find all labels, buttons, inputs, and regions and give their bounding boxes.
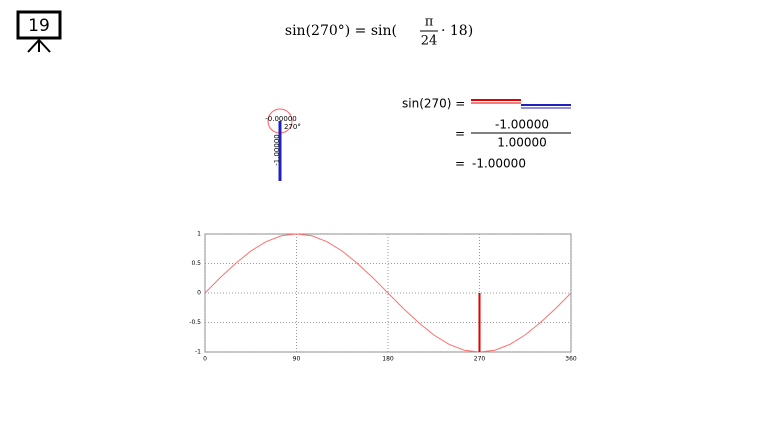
x-tick-label: 180 bbox=[382, 356, 394, 363]
formula-rest: · 18) bbox=[441, 23, 473, 39]
x-tick-label: 0 bbox=[203, 356, 207, 363]
badge-leg bbox=[27, 39, 40, 53]
x-tick-label: 360 bbox=[565, 356, 577, 363]
y-tick-label: -0.5 bbox=[189, 319, 201, 326]
x-tick-label: 270 bbox=[474, 356, 486, 363]
formula-denominator: 24 bbox=[421, 34, 438, 49]
eq-denominator: 1.00000 bbox=[497, 136, 547, 150]
badge-number: 19 bbox=[28, 16, 50, 36]
equals: = bbox=[455, 127, 465, 141]
cos-label: -0.00000 bbox=[265, 115, 296, 123]
x-tick-label: 90 bbox=[293, 356, 301, 363]
sine-curve bbox=[204, 233, 572, 353]
angle-label: 270° bbox=[284, 123, 301, 131]
formula-numerator: π bbox=[425, 15, 434, 30]
y-tick-label: -1 bbox=[195, 349, 201, 356]
equation-lhs: sin(270) = bbox=[402, 97, 465, 111]
eq-numerator: -1.00000 bbox=[495, 118, 549, 132]
sin-label: -1.00000 bbox=[273, 134, 281, 165]
sine-chart: -1 -0.5 0 0.5 1 0 90 180 270 360 bbox=[189, 231, 577, 363]
formula-lhs: sin(270°) = sin( bbox=[285, 23, 397, 39]
y-tick-label: 0 bbox=[197, 290, 201, 297]
y-tick-label: 0.5 bbox=[191, 260, 201, 267]
y-tick-label: 1 bbox=[197, 231, 201, 238]
equals: = bbox=[455, 157, 465, 171]
eq-result: -1.00000 bbox=[472, 157, 526, 171]
badge-leg bbox=[38, 39, 51, 53]
